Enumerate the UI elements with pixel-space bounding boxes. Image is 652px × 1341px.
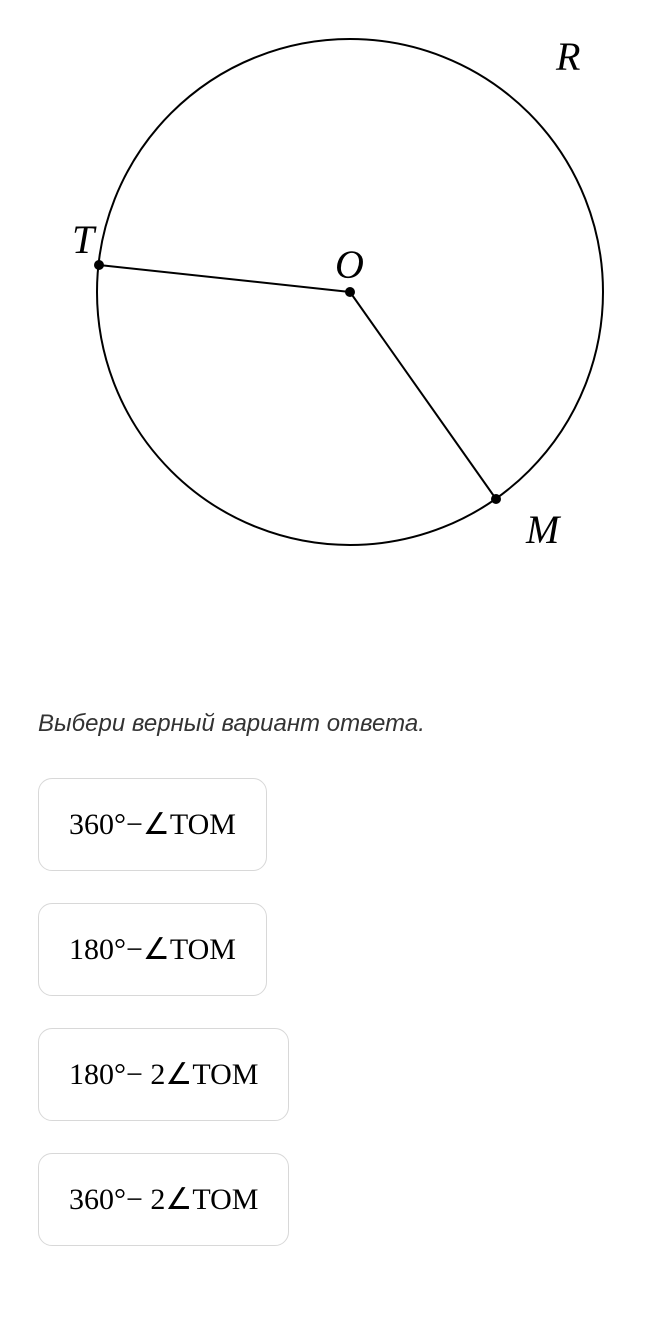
angle-icon: ∠ [165,1057,192,1092]
option-rest: TOM [170,933,236,967]
option-3[interactable]: 180° − 2 ∠ TOM [38,1028,289,1121]
option-minus: − [126,808,143,842]
option-2[interactable]: 180° − ∠ TOM [38,903,267,996]
option-degree: 360° [69,808,126,842]
option-minus: − [126,933,143,967]
geometry-diagram: R T O M [0,0,652,600]
label-o: O [335,242,364,287]
prompt-text: Выбери верный вариант ответа. [38,710,652,738]
option-degree: 360° [69,1183,126,1217]
angle-icon: ∠ [143,807,170,842]
option-degree: 180° [69,1058,126,1092]
point-o [345,287,355,297]
label-r: R [555,34,580,79]
option-1[interactable]: 360° − ∠ TOM [38,778,267,871]
radius-ot [99,265,350,292]
radius-om [350,292,496,499]
option-minus: − 2 [126,1058,165,1092]
label-m: M [525,507,562,552]
option-minus: − 2 [126,1183,165,1217]
option-rest: TOM [170,808,236,842]
option-rest: TOM [192,1183,258,1217]
point-t [94,260,104,270]
angle-icon: ∠ [143,932,170,967]
label-t: T [72,217,97,262]
angle-icon: ∠ [165,1182,192,1217]
option-degree: 180° [69,933,126,967]
option-rest: TOM [192,1058,258,1092]
diagram-svg: R T O M [0,0,652,600]
point-m [491,494,501,504]
options-list: 360° − ∠ TOM 180° − ∠ TOM 180° − 2 ∠ TOM… [0,778,652,1246]
option-4[interactable]: 360° − 2 ∠ TOM [38,1153,289,1246]
